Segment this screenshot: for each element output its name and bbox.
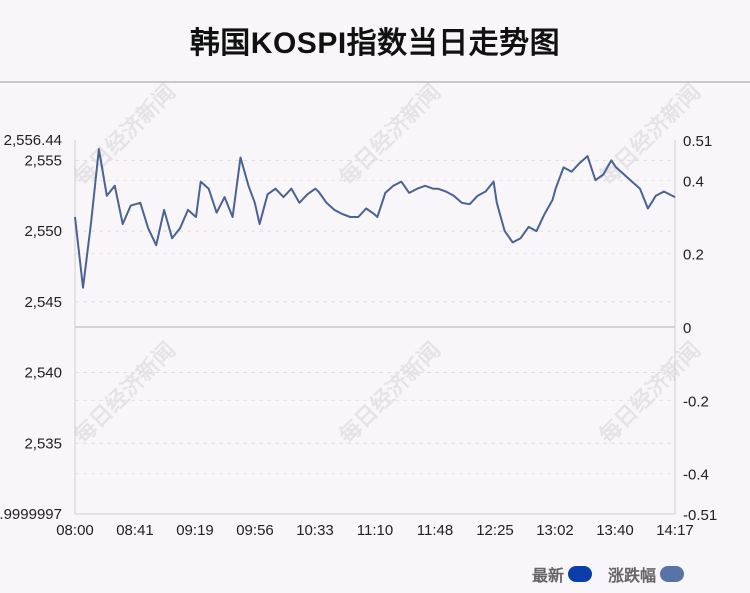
x-tick-label: 13:02 bbox=[536, 522, 574, 539]
y-right-tick-label: 0.4 bbox=[683, 173, 704, 190]
y-left-tick-label: 2,555 bbox=[24, 152, 62, 169]
y-left-tick-label: 2,550 bbox=[24, 223, 62, 240]
y-right-tick-label: -0.51 bbox=[683, 507, 717, 524]
x-tick-label: 09:19 bbox=[176, 522, 214, 539]
y-left-tick-label: 2,540 bbox=[24, 365, 62, 382]
chart-title: 韩国KOSPI指数当日走势图 bbox=[189, 27, 561, 60]
title-divider bbox=[0, 81, 750, 83]
series-line-latest bbox=[74, 148, 676, 289]
y-left-tick-label: 2,545 bbox=[24, 294, 62, 311]
x-tick-label: 08:00 bbox=[56, 522, 94, 539]
legend-item-latest[interactable]: 最新 bbox=[532, 563, 593, 585]
y-left-tick-label: 2,535 bbox=[24, 435, 62, 452]
legend-item-change[interactable]: 涨跌幅 bbox=[608, 563, 685, 585]
legend-label-change: 涨跌幅 bbox=[608, 568, 657, 585]
watermark-text: 每日经济新闻 bbox=[69, 337, 180, 448]
legend-swatch-latest bbox=[568, 566, 593, 582]
x-tick-label: 13:40 bbox=[596, 522, 634, 539]
x-tick-label: 14:17 bbox=[656, 522, 694, 539]
y-right-tick-label: 0 bbox=[683, 320, 691, 337]
y-left-tick-label: 2,556.44 bbox=[4, 132, 62, 149]
x-tick-label: 12:25 bbox=[476, 522, 514, 539]
y-right-tick-label: -0.2 bbox=[683, 393, 709, 410]
watermark-text: 每日经济新闻 bbox=[334, 79, 445, 190]
watermark-text: 每日经济新闻 bbox=[69, 79, 180, 190]
x-tick-label: 11:10 bbox=[357, 522, 393, 539]
x-tick-label: 08:41 bbox=[116, 522, 154, 539]
x-tick-label: 09:56 bbox=[236, 522, 274, 539]
x-tick-label: 10:33 bbox=[296, 522, 334, 539]
x-tick-label: 11:48 bbox=[417, 522, 453, 539]
y-right-tick-label: 0.2 bbox=[683, 247, 704, 264]
y-right-tick-label: 0.51 bbox=[683, 133, 712, 150]
y-right-tick-label: -0.4 bbox=[683, 467, 709, 484]
watermark-text: 每日经济新闻 bbox=[334, 337, 445, 448]
legend-label-latest: 最新 bbox=[532, 568, 565, 585]
legend-swatch-change bbox=[660, 566, 685, 582]
y-left-tick-label: 2,529.9999997 bbox=[0, 506, 62, 523]
